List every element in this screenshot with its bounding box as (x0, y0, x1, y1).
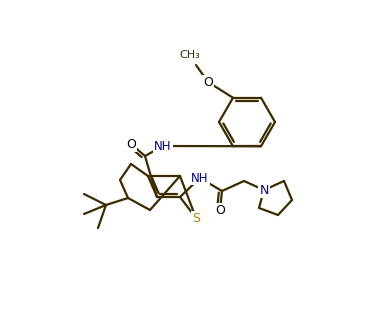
Text: NH: NH (154, 140, 172, 152)
Text: O: O (215, 203, 225, 216)
Text: CH₃: CH₃ (180, 50, 200, 60)
Text: O: O (203, 76, 213, 89)
Text: N: N (259, 184, 269, 197)
Text: S: S (192, 211, 200, 225)
Text: NH: NH (191, 171, 209, 185)
Text: O: O (126, 138, 136, 151)
